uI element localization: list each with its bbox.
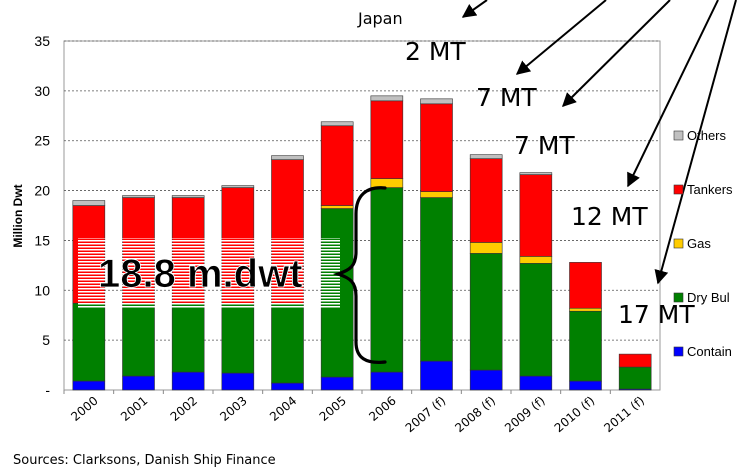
bar-dry-bulk xyxy=(171,302,205,373)
legend-label: Gas xyxy=(687,236,711,251)
bar-gas xyxy=(370,178,404,188)
bar-dry-bulk xyxy=(420,197,453,362)
legend-label: Dry Bul xyxy=(687,290,730,305)
x-tick-label: 2006 xyxy=(366,394,398,424)
bar-others xyxy=(221,185,255,188)
annotation-17mt: 17 MT xyxy=(618,300,695,329)
bar-others xyxy=(171,195,205,198)
gridlines xyxy=(64,40,660,341)
y-tick-label: 25 xyxy=(34,133,50,149)
x-tick-label: 2010 (f) xyxy=(552,394,598,436)
bar-container xyxy=(320,376,354,391)
x-tick-label: 2007 (f) xyxy=(403,394,449,436)
bar-container xyxy=(171,371,205,391)
annotation-7mt-a: 7 MT xyxy=(476,83,537,112)
y-tick-label: 30 xyxy=(34,83,50,99)
bar-container xyxy=(420,360,453,391)
bar-others xyxy=(370,95,404,102)
legend-label: Contain xyxy=(687,344,732,359)
legend-swatch xyxy=(673,346,684,357)
annotation-12mt: 12 MT xyxy=(571,202,648,231)
y-tick-label: 20 xyxy=(34,183,50,199)
bar-container xyxy=(72,380,106,391)
bar-container xyxy=(469,369,503,391)
bar-dry-bulk xyxy=(569,310,602,382)
x-axis-ticks: 2000 2001 2002 2003 2004 2005 2006 2007 (f) 2008… xyxy=(63,390,647,436)
bar-tankers xyxy=(618,353,652,368)
annotation-2mt: 2 MT xyxy=(405,37,466,66)
bar-container xyxy=(519,375,553,391)
bar-dry-bulk xyxy=(469,253,503,371)
legend-label: Tankers xyxy=(687,182,733,197)
bar-container xyxy=(221,372,255,391)
bar-dry-bulk xyxy=(221,303,255,374)
bar-tankers xyxy=(519,174,553,257)
y-tick-label: - xyxy=(45,382,50,398)
legend-label: Others xyxy=(687,128,727,143)
y-axis-ticks: - 5 10 15 20 25 30 35 xyxy=(34,33,50,398)
y-tick-label: 5 xyxy=(42,332,50,348)
legend: Others Tankers Gas Dry Bul Contain xyxy=(673,128,733,359)
arrow-japan xyxy=(461,0,488,18)
x-tick-label: 2011 (f) xyxy=(601,394,647,436)
bar-container xyxy=(370,371,404,391)
bar-gas xyxy=(320,205,354,209)
bar-others xyxy=(72,200,106,206)
y-tick-label: 35 xyxy=(34,33,50,49)
highlight-band xyxy=(78,238,340,308)
arrow-12mt xyxy=(627,0,719,188)
x-tick-label: 2005 xyxy=(317,394,349,424)
bar-dry-bulk xyxy=(370,187,404,373)
bar-gas xyxy=(519,256,553,264)
bar-tankers xyxy=(320,125,354,206)
annotation-japan: Japan xyxy=(357,9,403,28)
bar-others xyxy=(320,121,354,127)
bar-stacks xyxy=(72,95,652,391)
x-tick-label: 2000 xyxy=(68,394,100,424)
bar-others xyxy=(519,172,553,175)
x-tick-label: 2001 xyxy=(118,394,150,424)
bar-tankers xyxy=(569,262,602,309)
legend-swatch xyxy=(673,130,684,141)
bar-dry-bulk xyxy=(271,302,304,384)
arrow-7mt-b xyxy=(562,0,671,107)
bar-gas xyxy=(469,242,503,254)
x-tick-label: 2009 (f) xyxy=(502,394,548,436)
legend-swatch xyxy=(673,292,684,303)
bar-tankers xyxy=(469,158,503,243)
bar-gas xyxy=(569,307,602,312)
bar-container xyxy=(271,382,304,391)
overlay-text: 18.8 m.dwt xyxy=(98,252,303,296)
y-tick-label: 10 xyxy=(34,282,50,298)
x-tick-label: 2003 xyxy=(217,394,249,424)
arrow-7mt-a xyxy=(515,0,607,75)
bar-container xyxy=(569,380,602,391)
bar-others xyxy=(122,195,155,198)
bar-dry-bulk xyxy=(519,263,553,377)
bar-others xyxy=(271,155,304,160)
y-tick-label: 15 xyxy=(34,232,50,248)
plot-area xyxy=(63,40,661,391)
curly-brace xyxy=(332,186,387,364)
bar-tankers xyxy=(370,100,404,179)
x-tick-label: 2002 xyxy=(168,394,200,424)
bar-dry-bulk xyxy=(122,302,155,377)
bar-tankers xyxy=(420,103,453,192)
legend-swatch xyxy=(673,238,684,249)
y-axis-label: Million Dwt xyxy=(11,184,25,247)
x-tick-label: 2008 (f) xyxy=(452,394,498,436)
bar-container xyxy=(122,375,155,391)
arrow-17mt xyxy=(654,0,737,285)
legend-swatch xyxy=(673,184,684,195)
bar-dry-bulk xyxy=(618,366,652,390)
bar-gas xyxy=(420,191,453,198)
bar-others xyxy=(420,98,453,105)
annotation-7mt-b: 7 MT xyxy=(514,131,575,160)
x-tick-label: 2004 xyxy=(267,394,299,424)
bar-dry-bulk xyxy=(72,302,106,382)
bar-others xyxy=(469,154,503,159)
source-note: Sources: Clarksons, Danish Ship Finance xyxy=(13,453,276,468)
